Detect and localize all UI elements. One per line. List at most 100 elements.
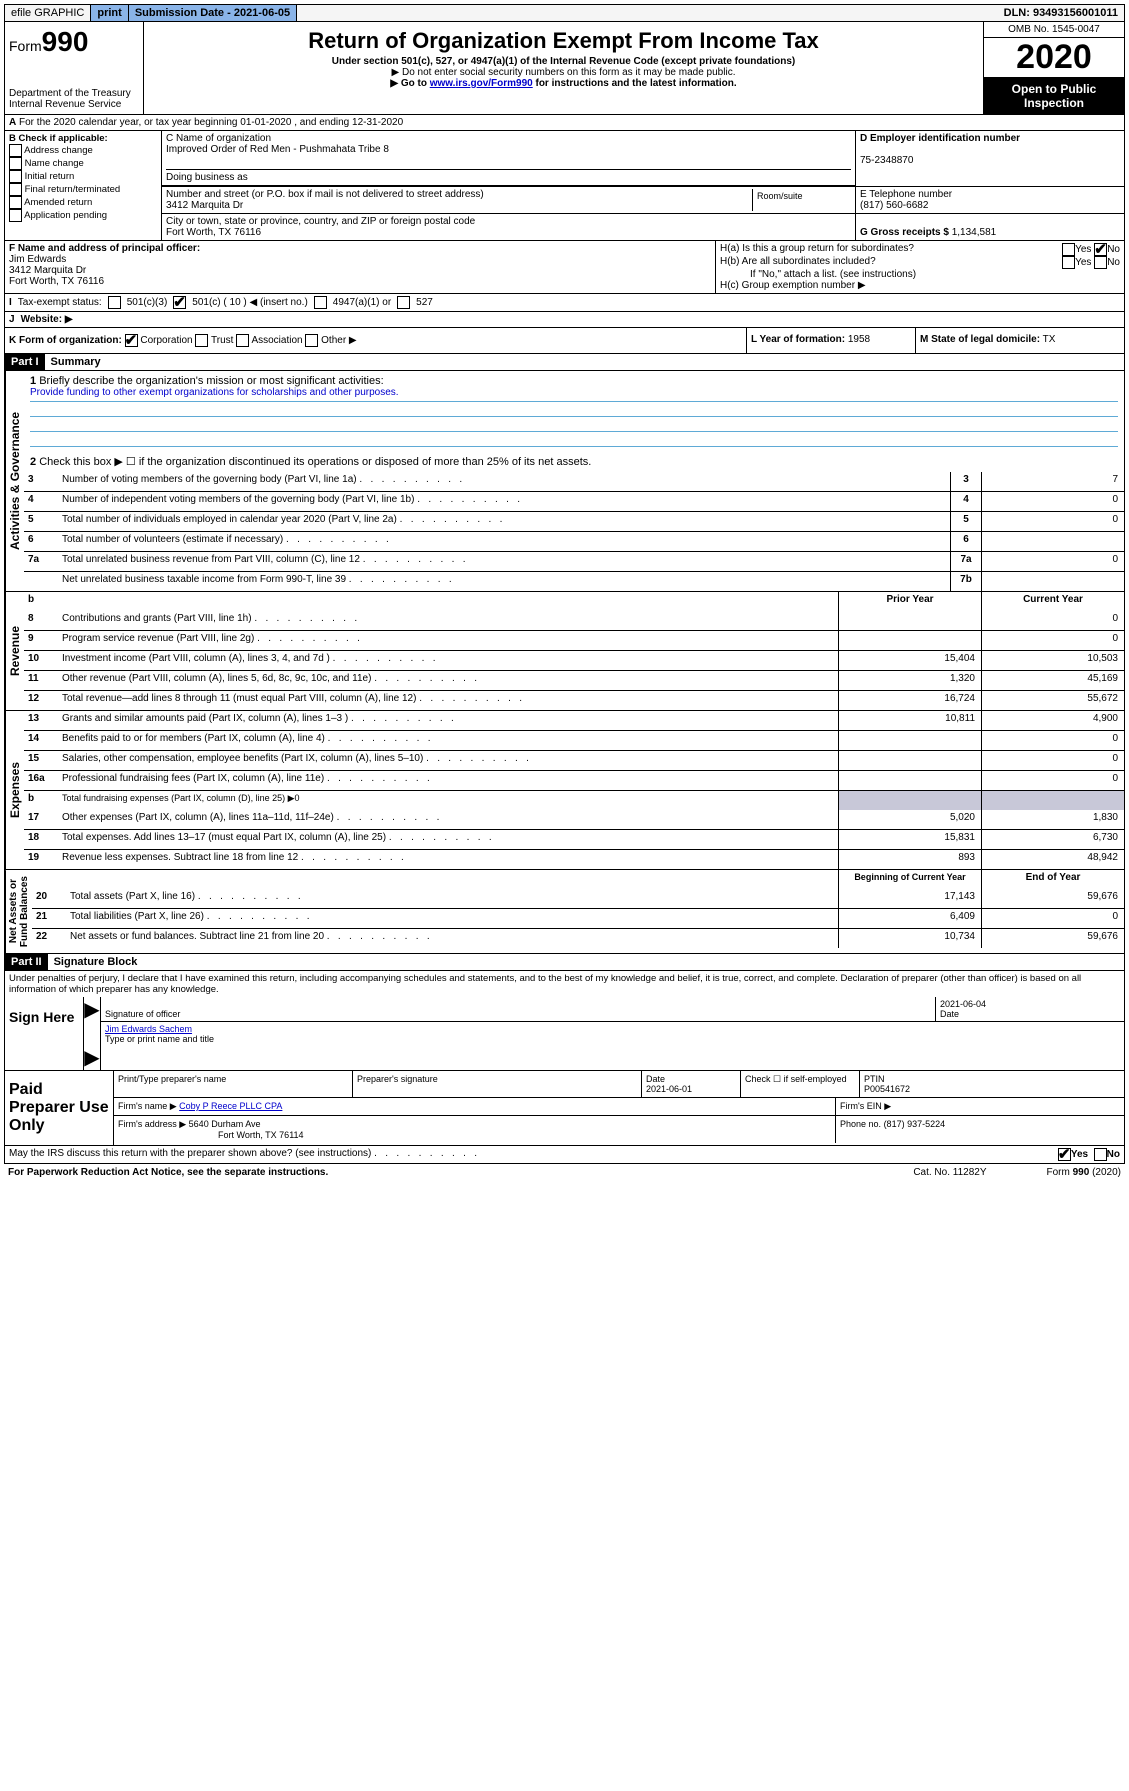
checkbox-application-pending[interactable] bbox=[9, 209, 22, 222]
cell-value: 0 bbox=[981, 512, 1124, 531]
current-value: 48,942 bbox=[981, 850, 1124, 869]
preparer-block: Paid Preparer Use Only Print/Type prepar… bbox=[4, 1071, 1125, 1146]
line-text: Grants and similar amounts paid (Part IX… bbox=[58, 711, 838, 730]
revenue-block: Revenue b Prior Year Current Year 8 Cont… bbox=[4, 592, 1125, 711]
checkbox-trust[interactable] bbox=[195, 334, 208, 347]
cell-value: 0 bbox=[981, 492, 1124, 511]
checkbox-discuss-no[interactable] bbox=[1094, 1148, 1107, 1161]
firm-phone-label: Phone no. bbox=[840, 1119, 881, 1129]
current-value: 10,503 bbox=[981, 651, 1124, 670]
city-label: City or town, state or province, country… bbox=[166, 216, 475, 227]
line-no: 5 bbox=[24, 512, 58, 531]
checkbox-assoc[interactable] bbox=[236, 334, 249, 347]
prior-value: 6,409 bbox=[838, 909, 981, 928]
prior-value bbox=[838, 751, 981, 770]
checkbox-initial-return[interactable] bbox=[9, 170, 22, 183]
line-text: Other expenses (Part IX, column (A), lin… bbox=[58, 810, 838, 829]
table-row: 22 Net assets or fund balances. Subtract… bbox=[32, 928, 1124, 948]
box-f: F Name and address of principal officer:… bbox=[5, 241, 716, 293]
line-no: 4 bbox=[24, 492, 58, 511]
submission-date-button[interactable]: Submission Date - 2021-06-05 bbox=[129, 5, 297, 21]
firm-ein-label: Firm's EIN ▶ bbox=[840, 1101, 891, 1111]
line-b-no: b bbox=[24, 592, 58, 611]
current-value: 4,900 bbox=[981, 711, 1124, 730]
sign-arrow-icon: ▶▶ bbox=[84, 997, 101, 1070]
mission-text: Provide funding to other exempt organiza… bbox=[30, 387, 1118, 402]
prep-date-value: 2021-06-01 bbox=[646, 1084, 692, 1094]
cell-value bbox=[981, 572, 1124, 591]
line-no: 8 bbox=[24, 611, 58, 630]
table-row: 3 Number of voting members of the govern… bbox=[24, 472, 1124, 491]
line-text: Revenue less expenses. Subtract line 18 … bbox=[58, 850, 838, 869]
phone-label: E Telephone number bbox=[860, 189, 952, 200]
checkbox-ha-no[interactable] bbox=[1094, 243, 1107, 256]
table-row: 9 Program service revenue (Part VIII, li… bbox=[24, 630, 1124, 650]
hdr-current-year: Current Year bbox=[981, 592, 1124, 611]
line-text: Total number of individuals employed in … bbox=[58, 512, 950, 531]
checkbox-hb-no[interactable] bbox=[1094, 256, 1107, 269]
prior-value: 15,831 bbox=[838, 830, 981, 849]
mission-blank-2 bbox=[30, 417, 1118, 432]
row-a-text: For the 2020 calendar year, or tax year … bbox=[19, 117, 403, 128]
hb-label: H(b) Are all subordinates included? bbox=[720, 256, 876, 269]
instructions-link[interactable]: www.irs.gov/Form990 bbox=[430, 78, 533, 89]
box-b: B Check if applicable: Address change Na… bbox=[5, 131, 162, 240]
dln-label: DLN: 93493156001011 bbox=[998, 5, 1124, 21]
opt-initial-return: Initial return bbox=[25, 171, 75, 182]
checkbox-hb-yes[interactable] bbox=[1062, 256, 1075, 269]
print-button[interactable]: print bbox=[91, 5, 128, 21]
table-row: 12 Total revenue—add lines 8 through 11 … bbox=[24, 690, 1124, 710]
line-text: Total number of volunteers (estimate if … bbox=[58, 532, 950, 551]
line-text: Net unrelated business taxable income fr… bbox=[58, 572, 950, 591]
checkbox-discuss-yes[interactable] bbox=[1058, 1148, 1071, 1161]
sig-officer-field: Signature of officer bbox=[101, 997, 935, 1021]
checkbox-amended-return[interactable] bbox=[9, 196, 22, 209]
checkbox-ha-yes[interactable] bbox=[1062, 243, 1075, 256]
line-text: Number of independent voting members of … bbox=[58, 492, 950, 511]
checkbox-other[interactable] bbox=[305, 334, 318, 347]
gross-receipts-label: G Gross receipts $ bbox=[860, 227, 949, 238]
table-row: 20 Total assets (Part X, line 16) 17,143… bbox=[32, 889, 1124, 908]
line-16b-text: Total fundraising expenses (Part IX, col… bbox=[58, 791, 838, 810]
current-value: 0 bbox=[981, 751, 1124, 770]
paperwork-notice: For Paperwork Reduction Act Notice, see … bbox=[8, 1167, 328, 1178]
checkbox-corp[interactable] bbox=[125, 334, 138, 347]
box-h: H(a) Is this a group return for subordin… bbox=[716, 241, 1124, 293]
officer-label: F Name and address of principal officer: bbox=[9, 243, 200, 254]
part2-header: Part II Signature Block bbox=[4, 954, 1125, 971]
line-16b-prior bbox=[838, 791, 981, 810]
section-fh: F Name and address of principal officer:… bbox=[4, 241, 1125, 294]
cell-no: 6 bbox=[950, 532, 981, 551]
side-netassets: Net Assets or Fund Balances bbox=[5, 870, 32, 953]
top-toolbar: efile GRAPHIC print Submission Date - 20… bbox=[4, 4, 1125, 22]
prep-sig-hdr: Preparer's signature bbox=[353, 1071, 642, 1097]
checkbox-527[interactable] bbox=[397, 296, 410, 309]
subtitle-2: ▶ Do not enter social security numbers o… bbox=[148, 67, 979, 78]
checkbox-name-change[interactable] bbox=[9, 157, 22, 170]
prior-value: 5,020 bbox=[838, 810, 981, 829]
tax-year: 2020 bbox=[984, 38, 1124, 78]
perjury-text: Under penalties of perjury, I declare th… bbox=[4, 971, 1125, 997]
opt-trust: Trust bbox=[211, 335, 233, 346]
line-no: 12 bbox=[24, 691, 58, 710]
checkbox-501c[interactable] bbox=[173, 296, 186, 309]
checkbox-4947[interactable] bbox=[314, 296, 327, 309]
checkbox-501c3[interactable] bbox=[108, 296, 121, 309]
box-m: M State of legal domicile: TX bbox=[915, 328, 1124, 353]
checkbox-final-return[interactable] bbox=[9, 183, 22, 196]
hdr-end-year: End of Year bbox=[981, 870, 1124, 889]
firm-name-link[interactable]: Coby P Reece PLLC CPA bbox=[179, 1101, 282, 1111]
line-no: 14 bbox=[24, 731, 58, 750]
opt-other: Other ▶ bbox=[321, 335, 356, 346]
opt-address-change: Address change bbox=[24, 145, 93, 156]
dept-label: Department of the Treasury Internal Reve… bbox=[9, 88, 139, 110]
line-no: 10 bbox=[24, 651, 58, 670]
line-16b-curr bbox=[981, 791, 1124, 810]
box-b-label: B Check if applicable: bbox=[9, 133, 108, 144]
opt-amended-return: Amended return bbox=[24, 197, 92, 208]
checkbox-address-change[interactable] bbox=[9, 144, 22, 157]
preparer-label: Paid Preparer Use Only bbox=[5, 1071, 114, 1145]
cell-no: 7a bbox=[950, 552, 981, 571]
officer-name-title[interactable]: Jim Edwards Sachem bbox=[105, 1024, 192, 1034]
expenses-block: Expenses 13 Grants and similar amounts p… bbox=[4, 711, 1125, 870]
